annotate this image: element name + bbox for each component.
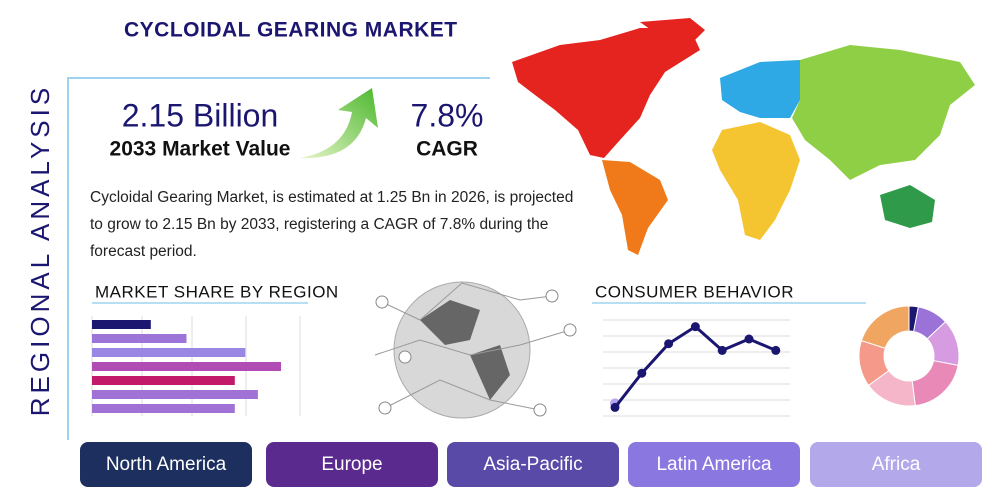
stat-label: 2033 Market Value <box>110 138 291 161</box>
section-title: CONSUMER BEHAVIOR <box>595 282 794 301</box>
bar <box>92 334 187 343</box>
donut-segment <box>911 360 959 407</box>
point <box>610 402 620 412</box>
stat-value: 7.8% <box>411 97 484 133</box>
side-label: REGIONAL ANALYSIS <box>25 84 55 416</box>
region-button[interactable]: Europe <box>266 442 438 487</box>
globe <box>374 281 577 419</box>
region-button[interactable]: Latin America <box>628 442 800 487</box>
region-button[interactable]: Africa <box>810 442 982 487</box>
donut-segment <box>860 305 910 349</box>
world-map <box>512 18 975 255</box>
bar <box>92 348 246 357</box>
point <box>717 345 727 355</box>
bar <box>92 404 235 413</box>
region-button[interactable]: Asia-Pacific <box>447 442 619 487</box>
stat-label: CAGR <box>416 138 478 161</box>
description: Cycloidal Gearing Market, is estimated a… <box>90 189 574 260</box>
frame <box>67 77 490 440</box>
stat-value: 2.15 Billion <box>122 97 279 133</box>
point <box>771 345 781 355</box>
region-button[interactable]: North America <box>80 442 252 487</box>
bar <box>92 390 258 399</box>
point <box>690 322 700 332</box>
bar <box>92 362 281 371</box>
bar <box>92 320 151 329</box>
growth-arrow <box>300 88 378 159</box>
point <box>637 368 647 378</box>
point <box>744 334 754 344</box>
point <box>664 339 674 349</box>
bar <box>92 376 235 385</box>
section-title: MARKET SHARE BY REGION <box>95 282 339 301</box>
title: CYCLOIDAL GEARING MARKET <box>124 19 458 42</box>
